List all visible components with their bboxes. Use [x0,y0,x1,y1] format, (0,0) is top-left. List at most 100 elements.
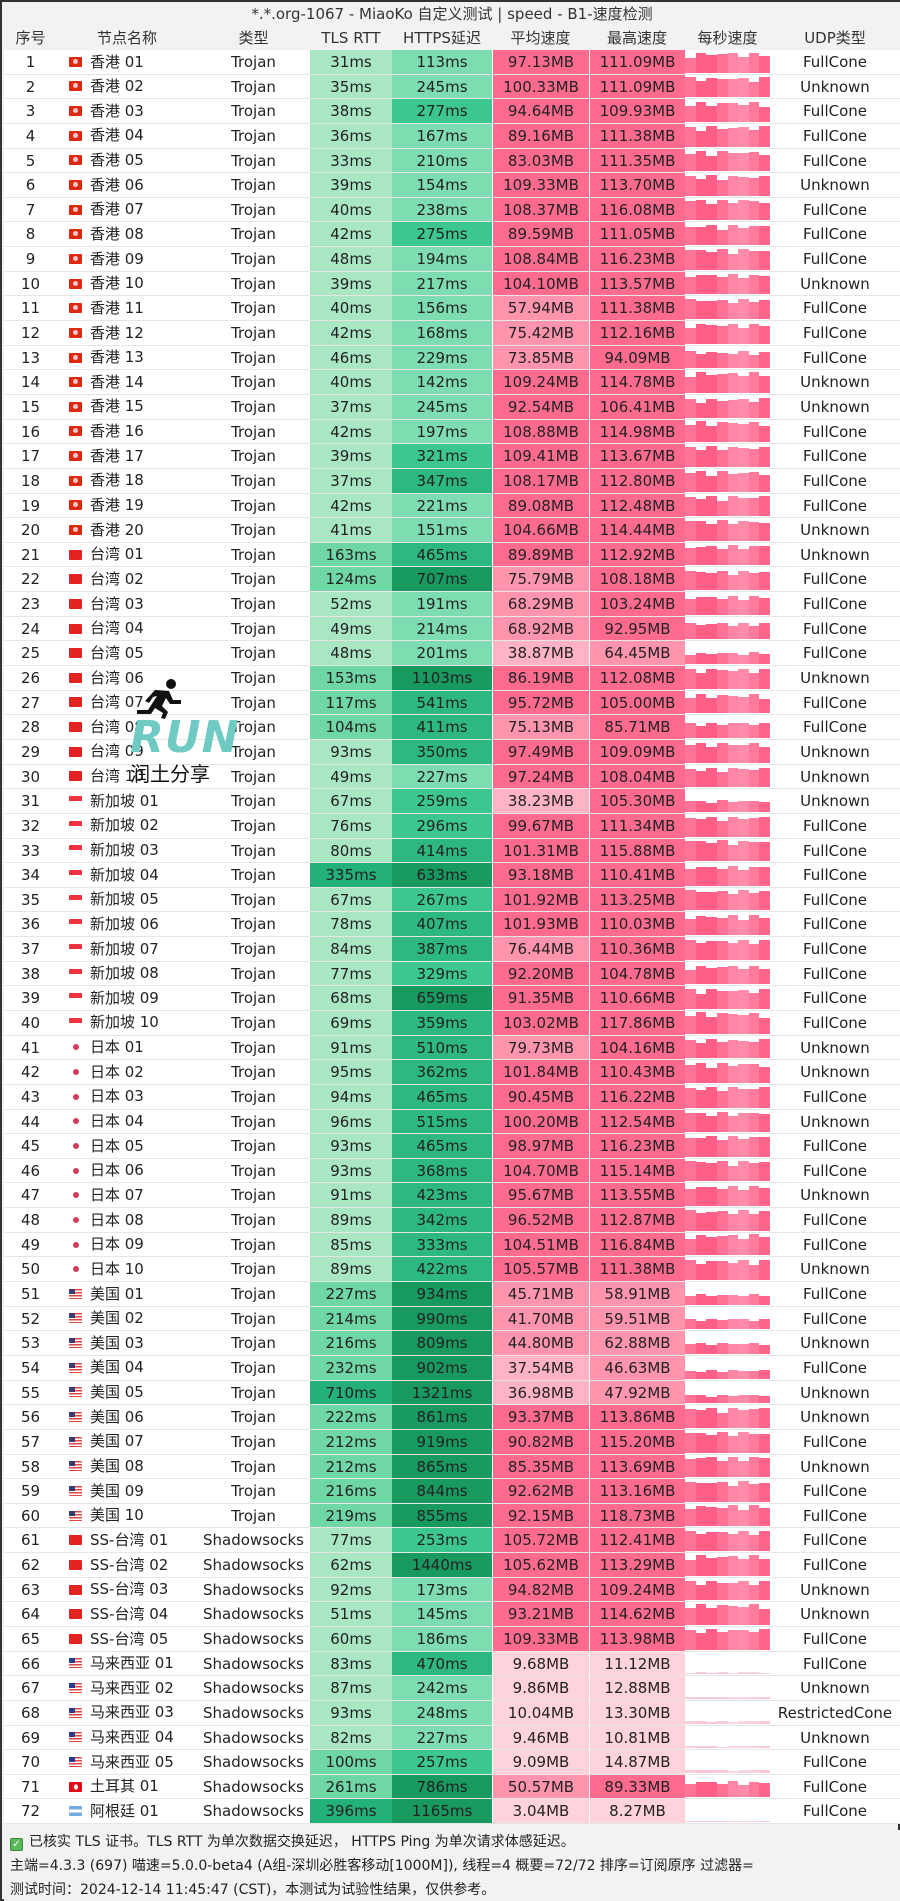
udp-type: FullCone [802,1161,868,1180]
table-row[interactable]: 25 台湾 05 Trojan 48ms 201ms 38.87MB 64.45MB Full… [4,641,900,667]
table-row[interactable]: 64 SS-台湾 04 Shadowsocks 51ms 145ms 93.21MB 114… [4,1602,900,1627]
table-row[interactable]: 13 香港 13 Trojan 46ms 229ms 73.85MB 94.09MB Full… [4,345,900,371]
protocol-type: Trojan [231,570,276,589]
table-row[interactable]: 49 日本 09 Trojan 85ms 333ms 104.51MB 116.84MB Fu… [4,1232,900,1258]
avg-speed: 109.41MB [492,444,589,468]
table-row[interactable]: 28 台湾 08 Trojan 104ms 411ms 75.13MB 85.71MB Ful… [4,715,900,740]
table-row[interactable]: 50 日本 10 Trojan 89ms 422ms 105.57MB 111.38MB Un… [4,1257,900,1283]
table-row[interactable]: 37 新加坡 07 Trojan 84ms 387ms 76.44MB 110.36MB Fu… [4,937,900,962]
table-row[interactable]: 2 香港 02 Trojan 35ms 245ms 100.33MB 111.09MB Unk… [4,74,900,100]
table-row[interactable]: 59 美国 09 Trojan 216ms 844ms 92.62MB 113.16MB Fu… [4,1479,900,1504]
avg-speed: 92.15MB [492,1503,589,1528]
tls-rtt: 163ms [310,542,392,567]
table-row[interactable]: 67 马来西亚 02 Shadowsocks 87ms 242ms 9.86MB 12.88… [4,1676,900,1701]
flag-jp-icon [69,1240,82,1250]
table-row[interactable]: 32 新加坡 02 Trojan 76ms 296ms 99.67MB 111.34MB Fu… [4,813,900,839]
table-row[interactable]: 24 台湾 04 Trojan 49ms 214ms 68.92MB 92.95MB Full… [4,616,900,642]
table-row[interactable]: 66 马来西亚 01 Shadowsocks 83ms 470ms 9.68MB 11.12… [4,1651,900,1677]
table-row[interactable]: 57 美国 07 Trojan 212ms 919ms 90.82MB 115.20MB Fu… [4,1429,900,1455]
table-row[interactable]: 21 台湾 01 Trojan 163ms 465ms 89.89MB 112.92MB Un… [4,542,900,568]
table-row[interactable]: 62 SS-台湾 02 Shadowsocks 62ms 1440ms 105.62MB 1… [4,1553,900,1578]
max-speed: 110.41MB [589,863,685,887]
table-row[interactable]: 14 香港 14 Trojan 40ms 142ms 109.24MB 114.78MB Un… [4,370,900,395]
table-row[interactable]: 61 SS-台湾 01 Shadowsocks 77ms 253ms 105.72MB 11… [4,1528,900,1554]
table-row[interactable]: 46 日本 06 Trojan 93ms 368ms 104.70MB 115.14MB Fu… [4,1158,900,1184]
table-row[interactable]: 51 美国 01 Trojan 227ms 934ms 45.71MB 58.91MB Ful… [4,1282,900,1307]
protocol-type: Trojan [231,250,276,269]
tls-rtt: 40ms [310,296,392,321]
https-latency: 333ms [392,1232,492,1257]
flag-hk-icon [69,180,82,191]
table-row[interactable]: 8 香港 08 Trojan 42ms 275ms 89.59MB 111.05MB Full… [4,222,900,248]
table-row[interactable]: 39 新加坡 09 Trojan 68ms 659ms 91.35MB 110.66MB Fu… [4,986,900,1011]
table-row[interactable]: 12 香港 12 Trojan 42ms 168ms 75.42MB 112.16MB Ful… [4,321,900,346]
table-row[interactable]: 6 香港 06 Trojan 39ms 154ms 109.33MB 113.70MB Unk… [4,173,900,198]
table-row[interactable]: 33 新加坡 03 Trojan 80ms 414ms 101.31MB 115.88MB F… [4,838,900,864]
table-row[interactable]: 26 台湾 06 Trojan 153ms 1103ms 86.19MB 112.08MB U… [4,666,900,691]
node-name: 美国 07 [90,1432,144,1451]
table-row[interactable]: 23 台湾 03 Trojan 52ms 191ms 68.29MB 103.24MB Ful… [4,592,900,617]
table-row[interactable]: 58 美国 08 Trojan 212ms 865ms 85.35MB 113.69MB Un… [4,1454,900,1480]
table-row[interactable]: 10 香港 10 Trojan 39ms 217ms 104.10MB 113.57MB Un… [4,271,900,297]
table-row[interactable]: 27 台湾 07 Trojan 117ms 541ms 95.72MB 105.00MB Fu… [4,690,900,716]
table-row[interactable]: 18 香港 18 Trojan 37ms 347ms 108.17MB 112.80MB Fu… [4,468,900,494]
table-row[interactable]: 35 新加坡 05 Trojan 67ms 267ms 101.92MB 113.25MB F… [4,887,900,913]
table-row[interactable]: 48 日本 08 Trojan 89ms 342ms 96.52MB 112.87MB Ful… [4,1208,900,1233]
avg-speed: 104.66MB [492,518,589,542]
table-row[interactable]: 54 美国 04 Trojan 232ms 902ms 37.54MB 46.63MB Ful… [4,1355,900,1381]
protocol-type: Trojan [231,447,276,466]
table-row[interactable]: 42 日本 02 Trojan 95ms 362ms 101.84MB 110.43MB Un… [4,1060,900,1085]
table-row[interactable]: 17 香港 17 Trojan 39ms 321ms 109.41MB 113.67MB Fu… [4,444,900,469]
table-row[interactable]: 4 香港 04 Trojan 36ms 167ms 89.16MB 111.38MB Full… [4,123,900,149]
row-index: 25 [20,644,41,663]
https-latency: 113ms [392,50,492,74]
row-index: 66 [20,1654,41,1673]
table-row[interactable]: 40 新加坡 10 Trojan 69ms 359ms 103.02MB 117.86MB F… [4,1010,900,1036]
table-row[interactable]: 15 香港 15 Trojan 37ms 245ms 92.54MB 106.41MB Unk… [4,394,900,420]
per-second-speed-sparkline [685,1652,770,1676]
table-row[interactable]: 69 马来西亚 04 Shadowsocks 82ms 227ms 9.46MB 10.81… [4,1725,900,1751]
table-row[interactable]: 1 香港 01 Trojan 31ms 113ms 97.13MB 111.09MB Full… [4,50,900,75]
table-row[interactable]: 22 台湾 02 Trojan 124ms 707ms 75.79MB 108.18MB Fu… [4,567,900,593]
flag-tw-icon [69,623,82,634]
table-row[interactable]: 45 日本 05 Trojan 93ms 465ms 98.97MB 116.23MB Ful… [4,1134,900,1159]
table-row[interactable]: 19 香港 19 Trojan 42ms 221ms 89.08MB 112.48MB Ful… [4,493,900,519]
table-row[interactable]: 34 新加坡 04 Trojan 335ms 633ms 93.18MB 110.41MB F… [4,863,900,888]
node-name-cell: 美国 02 [57,1307,197,1331]
table-row[interactable]: 30 台湾 10 Trojan 49ms 227ms 97.24MB 108.04MB Unk… [4,764,900,790]
table-row[interactable]: 63 SS-台湾 03 Shadowsocks 92ms 173ms 94.82MB 109… [4,1577,900,1603]
max-speed: 112.48MB [589,493,685,518]
table-row[interactable]: 20 香港 20 Trojan 41ms 151ms 104.66MB 114.44MB Un… [4,518,900,543]
row-index: 65 [20,1630,41,1648]
table-row[interactable]: 43 日本 03 Trojan 94ms 465ms 90.45MB 116.22MB Ful… [4,1084,900,1110]
tls-rtt: 77ms [310,961,392,986]
table-row[interactable]: 31 新加坡 01 Trojan 67ms 259ms 38.23MB 105.30MB Un… [4,789,900,814]
table-row[interactable]: 72 阿根廷 01 Shadowsocks 396ms 1165ms 3.04MB 8.27… [4,1799,900,1825]
table-row[interactable]: 71 土耳其 01 Shadowsocks 261ms 786ms 50.57MB 89.3… [4,1774,900,1800]
table-row[interactable]: 5 香港 05 Trojan 33ms 210ms 83.03MB 111.35MB Full… [4,148,900,174]
table-row[interactable]: 44 日本 04 Trojan 96ms 515ms 100.20MB 112.54MB Un… [4,1109,900,1135]
table-row[interactable]: 52 美国 02 Trojan 214ms 990ms 41.70MB 59.51MB Ful… [4,1306,900,1332]
table-row[interactable]: 36 新加坡 06 Trojan 78ms 407ms 101.93MB 110.03MB F… [4,912,900,938]
table-row[interactable]: 7 香港 07 Trojan 40ms 238ms 108.37MB 116.08MB Ful… [4,197,900,223]
table-row[interactable]: 55 美国 05 Trojan 710ms 1321ms 36.98MB 47.92MB Un… [4,1380,900,1406]
table-row[interactable]: 11 香港 11 Trojan 40ms 156ms 57.94MB 111.38MB Ful… [4,296,900,322]
node-name-cell: 美国 05 [57,1381,197,1405]
table-row[interactable]: 41 日本 01 Trojan 91ms 510ms 79.73MB 104.16MB Unk… [4,1035,900,1061]
table-row[interactable]: 68 马来西亚 03 Shadowsocks 93ms 248ms 10.04MB 13.3… [4,1700,900,1726]
table-row[interactable]: 3 香港 03 Trojan 38ms 277ms 94.64MB 109.93MB Full… [4,99,900,124]
table-row[interactable]: 53 美国 03 Trojan 216ms 809ms 44.80MB 62.88MB Unk… [4,1331,900,1356]
tls-rtt: 261ms [310,1774,392,1799]
table-row[interactable]: 16 香港 16 Trojan 42ms 197ms 108.88MB 114.98MB Fu… [4,419,900,445]
protocol-type: Shadowsocks [203,1703,304,1722]
table-row[interactable]: 38 新加坡 08 Trojan 77ms 329ms 92.20MB 104.78MB Fu… [4,961,900,987]
table-row[interactable]: 60 美国 10 Trojan 219ms 855ms 92.15MB 118.73MB Fu… [4,1503,900,1529]
table-row[interactable]: 9 香港 09 Trojan 48ms 194ms 108.84MB 116.23MB Ful… [4,247,900,272]
col-udp-type: UDP类型 [804,29,866,47]
protocol-type: Trojan [231,742,276,761]
table-row[interactable]: 65 SS-台湾 05 Shadowsocks 60ms 186ms 109.33MB 11… [4,1627,900,1652]
table-row[interactable]: 70 马来西亚 05 Shadowsocks 100ms 257ms 9.09MB 14.8… [4,1750,900,1775]
table-row[interactable]: 56 美国 06 Trojan 222ms 861ms 93.37MB 113.86MB Un… [4,1405,900,1430]
table-row[interactable]: 47 日本 07 Trojan 91ms 423ms 95.67MB 113.55MB Unk… [4,1183,900,1209]
table-row[interactable]: 29 台湾 09 Trojan 93ms 350ms 97.49MB 109.09MB Unk… [4,739,900,765]
